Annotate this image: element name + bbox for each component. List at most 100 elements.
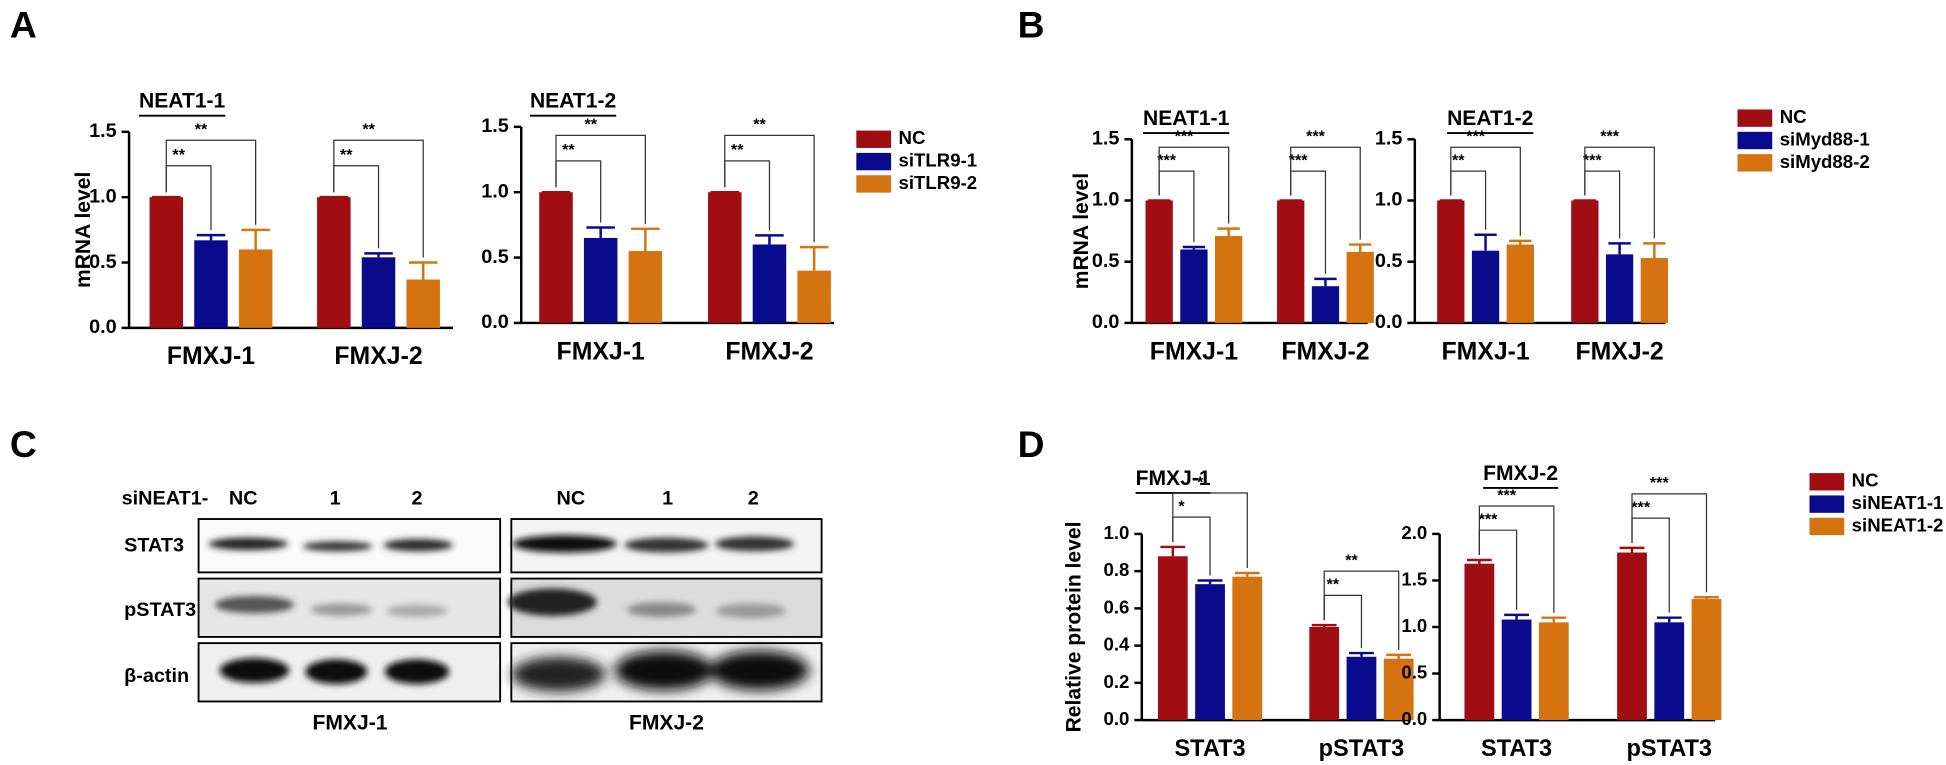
x-tick-label: FMXJ-2: [1281, 338, 1369, 365]
significance-label: ***: [1466, 128, 1486, 146]
legend-swatch: [1809, 495, 1845, 513]
bar: [1506, 244, 1534, 323]
significance-label: ***: [1583, 151, 1603, 169]
legend-label: NC: [1780, 106, 1807, 127]
bar: [1157, 556, 1188, 721]
x-tick-label: FMXJ-2: [725, 338, 813, 365]
bar: [1195, 584, 1225, 721]
chart-title: NEAT1-2: [1447, 107, 1533, 130]
error-bar: [799, 245, 829, 271]
bar: [539, 192, 573, 323]
bar: [1309, 626, 1340, 721]
y-tick-label: 0.6: [1104, 596, 1130, 617]
bar: [1232, 576, 1263, 721]
y-tick-label: 0.0: [1401, 708, 1427, 729]
y-tick-label: 0.4: [1104, 634, 1131, 655]
bar: [149, 197, 184, 328]
error-bar: [241, 228, 270, 250]
lane-label: NC: [229, 487, 258, 509]
y-tick-label: 1.0: [1092, 189, 1120, 211]
significance-bracket: [1158, 146, 1230, 224]
bar: [1215, 235, 1243, 323]
y-tick-label: 0.5: [89, 251, 117, 273]
error-bar: [1349, 651, 1374, 657]
bar-chart: NEAT1-2 0.0 0.5 1.0 1.5 FMXJ-1 ** ** FMXJ-2 ** **: [481, 90, 834, 365]
y-tick-label: 2.0: [1401, 522, 1427, 543]
significance-label: **: [731, 141, 744, 159]
significance-label: **: [362, 121, 375, 139]
error-bar: [1643, 242, 1666, 259]
significance-label: **: [753, 116, 766, 134]
y-tick-label: 0.0: [481, 311, 509, 333]
significance-bracket: [1584, 146, 1655, 239]
y-tick-label: 0.0: [89, 316, 117, 338]
significance-label: ***: [1157, 151, 1177, 169]
y-tick-label: 0.0: [1092, 311, 1120, 333]
y-tick-label: 1.5: [1092, 128, 1120, 150]
significance-bracket: [1450, 146, 1521, 236]
bar: [752, 244, 787, 323]
y-tick-label: 0.0: [1375, 311, 1403, 333]
legend-swatch: [1737, 154, 1773, 172]
y-tick-label: 1.0: [1375, 189, 1403, 211]
x-tick-label: FMXJ-2: [334, 343, 422, 370]
error-bar: [408, 261, 438, 280]
significance-label: ***: [1600, 128, 1620, 146]
western-blot: siNEAT1- NC 1 2 NC 1 2 STAT3 pSTAT3 β-ac…: [122, 487, 823, 734]
y-tick-label: 0.5: [1375, 250, 1403, 272]
protein-label: β-actin: [124, 665, 189, 687]
chart-title: NEAT1-1: [1143, 107, 1230, 130]
significance-label: ***: [1631, 498, 1651, 516]
error-bar: [1504, 613, 1529, 620]
bar: [797, 270, 831, 323]
bar: [1640, 258, 1668, 323]
chart-title: FMXJ-2: [1483, 462, 1558, 485]
legend-label: siTLR9-2: [899, 172, 978, 193]
x-tick-label: FMXJ-1: [167, 343, 255, 370]
error-bar: [364, 252, 393, 258]
significance-bracket: [1478, 505, 1555, 613]
significance-label: ***: [1479, 511, 1499, 529]
significance-bracket: [555, 134, 646, 224]
y-tick-label: 0.5: [481, 246, 509, 268]
significance-bracket: [1631, 493, 1708, 593]
error-bar: [1509, 239, 1532, 245]
significance-bracket: [333, 139, 424, 258]
error-bar: [1311, 623, 1337, 627]
bar: [1346, 251, 1374, 323]
legend-swatch: [856, 175, 892, 193]
lane-label: NC: [557, 487, 586, 509]
bar: [1383, 658, 1414, 721]
bar: [1277, 200, 1305, 323]
x-tick-label: FMXJ-2: [1575, 338, 1663, 365]
lane-label: 2: [411, 487, 422, 509]
blot-bands: [208, 535, 795, 685]
significance-label: **: [195, 121, 208, 139]
bar: [1571, 200, 1599, 323]
significance-label: *: [1178, 497, 1185, 515]
bar-chart: FMXJ-2 0.0 0.5 1.0 1.5 2.0 STAT3 *** *** pSTAT3 **…: [1401, 462, 1722, 761]
lane-label: 2: [748, 487, 759, 509]
legend-swatch: [1737, 109, 1773, 127]
legend-swatch: [1737, 131, 1773, 150]
x-tick-label: STAT3: [1481, 735, 1552, 761]
protein-label: pSTAT3: [124, 599, 196, 621]
significance-label: **: [562, 141, 575, 159]
x-tick-label: FMXJ-1: [557, 338, 645, 365]
y-tick-label: 1.0: [481, 180, 509, 202]
bar: [238, 249, 273, 328]
chart-title: FMXJ-1: [1136, 467, 1211, 490]
x-tick-label: STAT3: [1174, 735, 1245, 761]
significance-label: **: [584, 116, 597, 134]
bar: [1691, 599, 1722, 721]
legend-label: siNEAT1-2: [1852, 514, 1944, 535]
error-bar: [1197, 579, 1223, 585]
lane-label: 1: [662, 487, 673, 509]
panel-letter: C: [10, 423, 37, 465]
bar-chart: NEAT1-20.00.51.01.5FMXJ-1*****FMXJ-2****…: [1375, 107, 1668, 365]
significance-bracket: [1290, 146, 1361, 240]
legend-label: siTLR9-1: [899, 150, 978, 171]
error-bar: [1160, 545, 1186, 557]
y-axis-label: Relative protein level: [1062, 522, 1085, 733]
